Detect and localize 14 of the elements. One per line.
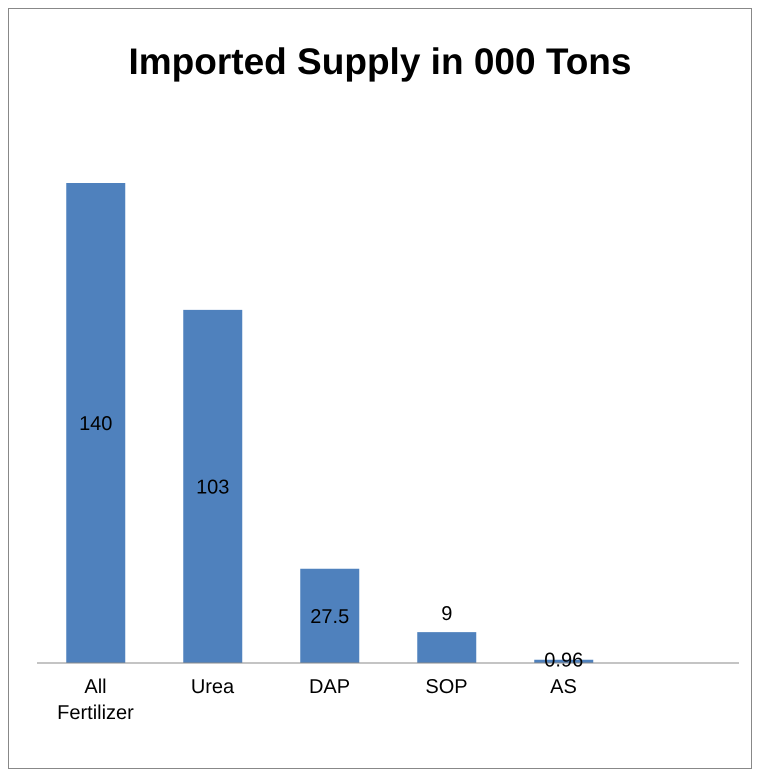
data-label: 140 (79, 413, 112, 435)
bar (300, 568, 360, 663)
data-label: 9 (441, 603, 452, 626)
chart-title: Imported Supply in 000 Tons (128, 41, 632, 83)
bar (66, 183, 126, 663)
data-label: 103 (196, 476, 230, 498)
x-tick-label: SOP (425, 676, 468, 698)
bar (183, 310, 242, 663)
bar (417, 632, 476, 663)
x-tick-label: AS (550, 676, 577, 698)
x-tick-label: Urea (190, 676, 236, 698)
data-label: 27.5 (310, 606, 350, 628)
x-tick-label: All Fertilizer (57, 676, 134, 724)
x-tick-label: DAP (308, 676, 350, 698)
